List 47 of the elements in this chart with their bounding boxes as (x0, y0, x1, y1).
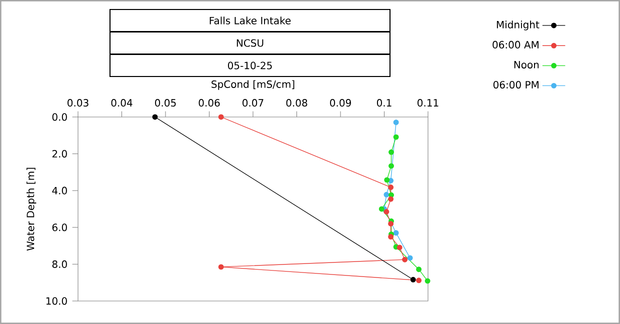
point (410, 276, 416, 282)
y-tick-label: 8.0 (52, 260, 67, 268)
x-axis-title: SpCond [mS/cm] (212, 80, 294, 90)
y-tick-label: 0.0 (52, 113, 67, 121)
y-tick-label: 6.0 (52, 224, 67, 232)
point (416, 266, 422, 272)
point (402, 256, 408, 262)
y-tick-label: 2.0 (52, 150, 67, 158)
point (384, 177, 390, 183)
x-tick-label: 0.03 (68, 99, 88, 107)
y-axis-title: Water Depth [m] (26, 168, 36, 251)
x-tick-label: 0.09 (330, 99, 351, 107)
point (393, 230, 399, 236)
legend-label: Midnight (496, 20, 540, 30)
x-tick-label: 0.11 (418, 99, 438, 107)
x-tick-label: 0.05 (155, 99, 176, 107)
point (388, 149, 394, 155)
point (393, 134, 399, 140)
y-tick-label: 4.0 (52, 186, 67, 194)
point (388, 196, 394, 202)
x-tick-label: 0.07 (242, 99, 264, 107)
point (152, 114, 158, 120)
x-tick-label: 0.06 (198, 99, 220, 107)
point (218, 114, 224, 120)
point (396, 244, 402, 250)
text: 05-10-25 (228, 62, 272, 70)
x-tick-label: 0.1 (376, 99, 392, 107)
legend-label: Noon (514, 61, 539, 68)
chart-title: Falls Lake Intake (210, 16, 291, 24)
point (384, 209, 390, 214)
point (218, 264, 224, 270)
x-tick-label: 0.04 (111, 99, 132, 107)
y-tick-label: 10.0 (46, 297, 67, 305)
legend-label: 06:00 PM (493, 80, 538, 89)
point (393, 120, 399, 126)
point (388, 184, 394, 190)
point (416, 278, 422, 284)
point (388, 163, 394, 169)
point (384, 192, 390, 198)
point (388, 220, 394, 226)
point (388, 234, 394, 240)
x-tick-label: 0.08 (286, 99, 308, 107)
legend-label: 06:00 AM (492, 40, 538, 48)
chart-subtitle: NCSU (236, 39, 264, 47)
point (424, 278, 430, 284)
point (407, 255, 413, 261)
point (378, 206, 384, 212)
